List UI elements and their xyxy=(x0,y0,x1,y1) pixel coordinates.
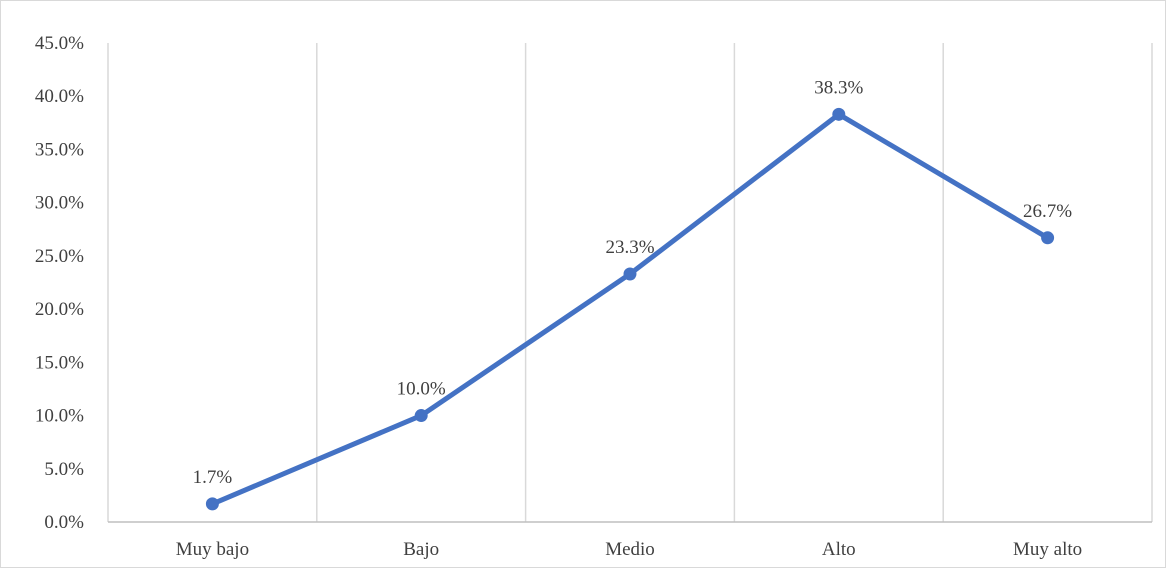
y-tick-label: 20.0% xyxy=(35,299,84,320)
x-tick-label: Alto xyxy=(822,539,856,560)
series xyxy=(205,107,1055,511)
data-point xyxy=(623,267,637,281)
data-label: 1.7% xyxy=(193,467,233,488)
data-point xyxy=(1041,231,1055,245)
x-tick-label: Medio xyxy=(605,539,655,560)
y-tick-label: 45.0% xyxy=(35,33,84,54)
x-tick-label: Muy bajo xyxy=(176,539,249,560)
data-point xyxy=(414,409,428,423)
y-tick-label: 0.0% xyxy=(44,512,84,533)
x-tick-label: Muy alto xyxy=(1013,539,1082,560)
series-line xyxy=(209,111,1051,507)
y-tick-label: 5.0% xyxy=(44,459,84,480)
gridlines xyxy=(107,43,1153,522)
x-axis-tick-labels: Muy bajo Bajo Medio Alto Muy alto xyxy=(176,539,1082,560)
data-point xyxy=(205,497,219,511)
y-tick-label: 10.0% xyxy=(35,406,84,427)
data-label: 38.3% xyxy=(814,77,863,98)
y-tick-label: 35.0% xyxy=(35,139,84,160)
data-labels: 1.7% 10.0% 23.3% 38.3% 26.7% xyxy=(193,77,1073,488)
data-label: 26.7% xyxy=(1023,201,1072,222)
y-axis-tick-labels: 0.0% 5.0% 10.0% 15.0% 20.0% 25.0% 30.0% 35.0% 40… xyxy=(35,33,84,533)
data-label: 23.3% xyxy=(605,237,654,258)
y-tick-label: 30.0% xyxy=(35,193,84,214)
y-tick-label: 15.0% xyxy=(35,352,84,373)
y-tick-label: 40.0% xyxy=(35,86,84,107)
data-point xyxy=(832,107,846,121)
y-tick-label: 25.0% xyxy=(35,246,84,267)
x-tick-label: Bajo xyxy=(403,539,439,560)
data-label: 10.0% xyxy=(397,379,446,400)
